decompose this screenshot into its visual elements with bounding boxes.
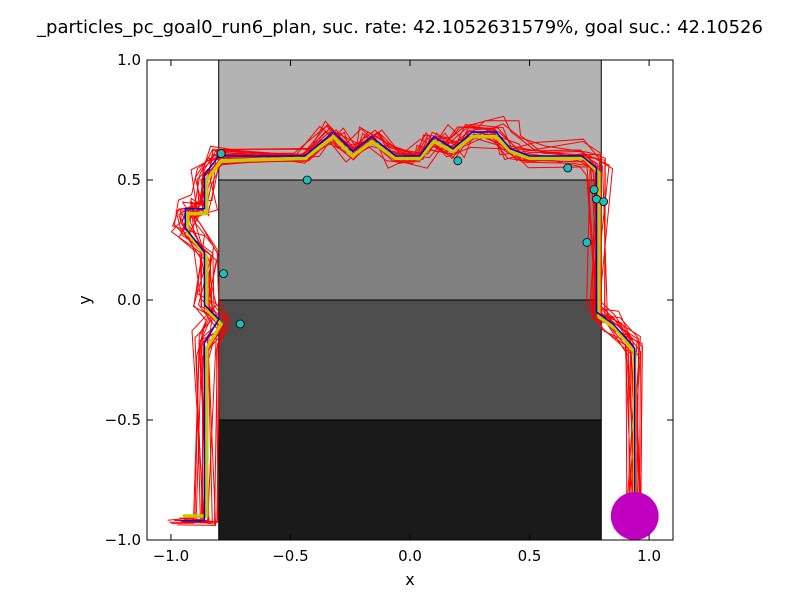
plan-line — [180, 130, 636, 522]
x-tick-label-0: −1.0 — [153, 547, 189, 565]
particle-trajectory-16 — [173, 124, 639, 519]
particle-endpoint-0 — [216, 149, 226, 159]
x-tick-label-4: 1.0 — [637, 547, 661, 565]
particle-endpoint-1 — [302, 175, 312, 185]
y-tick-label-2: 0.0 — [117, 291, 141, 309]
particle-endpoint-3 — [235, 319, 245, 329]
chart-title: _particles_pc_goal0_run6_plan, suc. rate… — [36, 17, 763, 38]
particle-trajectory-17 — [176, 124, 642, 523]
particle-trajectory-10 — [171, 132, 643, 524]
particle-endpoint-4 — [453, 156, 463, 166]
particle-endpoint-6 — [589, 185, 599, 195]
particle-endpoint-8 — [599, 197, 609, 207]
y-tick-label-4: 1.0 — [117, 51, 141, 69]
y-tick-label-1: −0.5 — [105, 411, 141, 429]
particle-trajectory-18 — [172, 115, 638, 522]
y-tick-label-0: −1.0 — [105, 531, 141, 549]
particle-endpoint-2 — [219, 269, 228, 279]
y-tick-label-3: 0.5 — [117, 171, 141, 189]
x-axis-label: x — [405, 570, 414, 589]
goal-region — [610, 492, 659, 540]
y-axis-label: y — [75, 295, 94, 304]
mean-path-line — [182, 135, 637, 518]
x-tick-label-1: −0.5 — [272, 547, 308, 565]
particle-endpoint-5 — [563, 163, 573, 173]
region-band-2 — [218, 299, 602, 421]
particle-endpoint-9 — [582, 237, 592, 247]
particle-trajectory-14 — [184, 127, 639, 524]
x-tick-label-3: 0.5 — [518, 547, 542, 565]
x-tick-label-2: 0.0 — [398, 547, 422, 565]
region-band-3 — [218, 419, 602, 541]
region-band-1 — [218, 179, 602, 301]
